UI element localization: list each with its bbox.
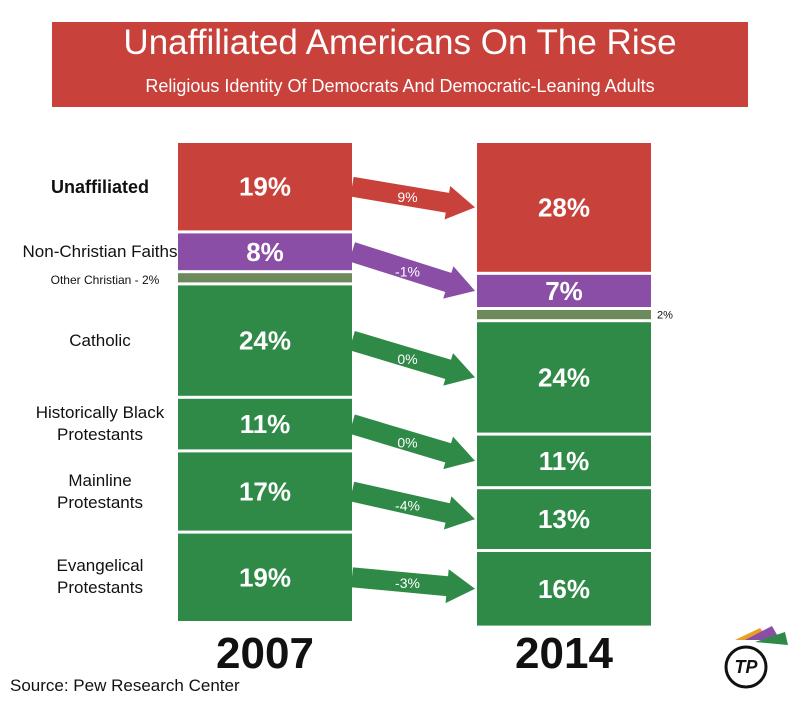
segment	[178, 533, 352, 621]
value-label: 16%	[538, 574, 590, 604]
change-label: 9%	[397, 189, 417, 205]
change-label: 0%	[397, 351, 417, 367]
change-arrow	[348, 242, 476, 299]
arrow-group	[348, 242, 476, 299]
series-label: Non-Christian Faiths	[22, 241, 178, 261]
value-label: 24%	[239, 326, 291, 356]
series-label: Mainline Protestants	[57, 470, 143, 512]
segment	[477, 435, 651, 487]
change-arrow	[349, 331, 475, 386]
segment	[178, 143, 352, 231]
arrow-group	[349, 481, 475, 530]
series-label: Unaffiliated	[50, 176, 149, 197]
change-label: -1%	[395, 263, 420, 279]
segment	[477, 143, 651, 272]
value-label: 28%	[538, 192, 590, 222]
value-label: 8%	[246, 237, 284, 267]
arrow-group	[349, 414, 475, 470]
value-label: 7%	[545, 276, 583, 306]
arrow-group	[351, 567, 475, 604]
series-label: Evangelical Protestants	[56, 556, 144, 598]
segment	[178, 233, 352, 271]
logo: TP	[724, 626, 788, 689]
logo-text: TP	[734, 657, 758, 677]
segment	[178, 285, 352, 396]
change-arrow	[349, 414, 475, 470]
change-arrow	[350, 176, 475, 220]
value-label: 13%	[538, 504, 590, 534]
segment	[477, 274, 651, 307]
change-label: -3%	[395, 575, 420, 591]
value-label: 17%	[239, 477, 291, 507]
x-tick-label: 2014	[515, 629, 613, 678]
series-label: Other Christian - 2%	[50, 272, 160, 287]
segment	[477, 310, 651, 320]
segment	[477, 552, 651, 626]
segment	[477, 322, 651, 433]
arrow-group	[349, 331, 475, 386]
segment	[178, 452, 352, 531]
arrow-group	[350, 176, 475, 220]
value-label: 11%	[539, 446, 590, 476]
value-label: 11%	[240, 409, 291, 439]
change-label: 0%	[397, 435, 417, 451]
series-label: Historically Black Protestants	[35, 403, 165, 445]
source: Source: Pew Research Center	[10, 676, 240, 695]
chart-subtitle: Religious Identity Of Democrats And Demo…	[145, 76, 654, 96]
value-label: 19%	[239, 562, 291, 592]
value-label: 19%	[239, 172, 291, 202]
value-label: 24%	[538, 362, 590, 392]
x-tick-label: 2007	[216, 629, 314, 678]
change-arrow	[351, 567, 475, 604]
chart-title: Unaffiliated Americans On The Rise	[123, 23, 676, 62]
segment	[178, 398, 352, 450]
title-box	[52, 22, 748, 107]
value-label: 2%	[657, 310, 673, 322]
segment	[178, 273, 352, 283]
segment	[477, 489, 651, 549]
series-label: Catholic	[69, 330, 131, 350]
change-label: -4%	[395, 497, 420, 513]
change-arrow	[349, 481, 475, 530]
